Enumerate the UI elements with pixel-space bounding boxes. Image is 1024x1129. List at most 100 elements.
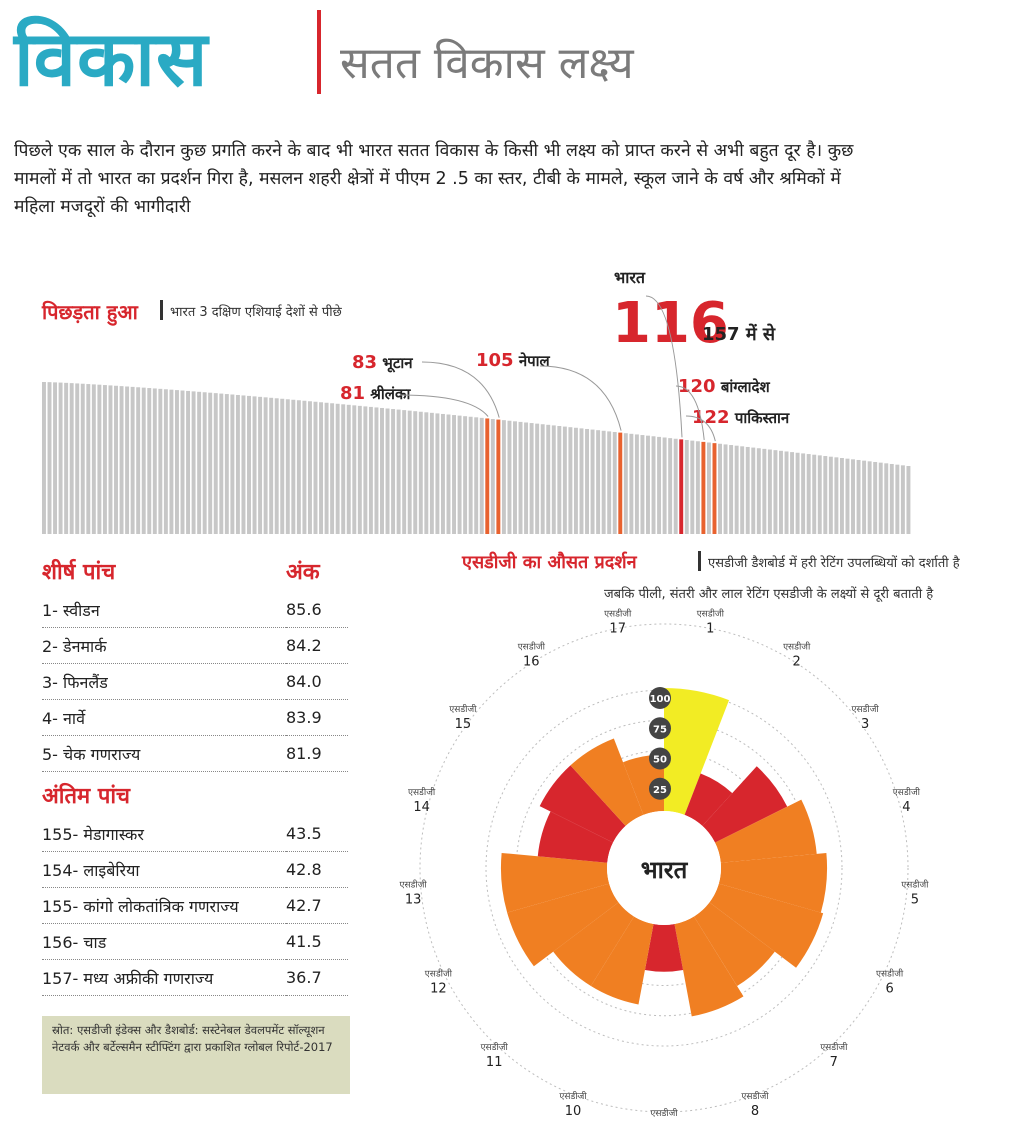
- sdg-title: एसडीजी का औसत प्रदर्शन: [462, 552, 637, 573]
- bar-rank-31: [208, 392, 213, 534]
- sdg-wedge-12: [507, 883, 619, 967]
- bar-rank-99: [585, 428, 589, 534]
- bar-rank-129: [751, 447, 756, 534]
- bar-rank-94: [557, 426, 562, 534]
- bar-rank-108: [634, 434, 639, 534]
- table-row: 155- मेडागास्कर 43.5: [42, 816, 348, 852]
- bar-rank-3: [53, 382, 58, 534]
- bar-rank-5: [64, 382, 69, 534]
- bar-rank-84: [501, 420, 506, 534]
- bar-rank-134: [779, 450, 783, 534]
- bar-rank-155: [895, 464, 900, 534]
- bar-rank-74: [446, 414, 451, 534]
- bar-rank-87: [518, 421, 523, 534]
- bar-rank-112: [657, 436, 662, 534]
- page-subtitle: सतत विकास लक्ष्य: [340, 38, 634, 89]
- guide-circle-4: [485, 689, 843, 1047]
- bar-rank-34: [224, 394, 229, 534]
- bar-rank-50: [313, 401, 318, 534]
- sdg-wedge-8: [674, 916, 744, 1017]
- sdg-wedge-13: [500, 852, 610, 913]
- bar-rank-20: [147, 388, 152, 534]
- bar-rank-77: [463, 416, 468, 534]
- sdg-note-line1: एसडीजी डैशबोर्ड में हरी रेटिंग उपलब्धियो…: [708, 556, 960, 571]
- bar-rank-100: [590, 429, 595, 534]
- table-row: 154- लाइबेरिया 42.8: [42, 851, 348, 888]
- bar-rank-78: [468, 416, 473, 534]
- bar-rank-67: [407, 410, 412, 534]
- bar-rank-106: [623, 433, 628, 534]
- bar-rank-29: [197, 391, 202, 534]
- callout-bhutan-name: भूटान: [382, 354, 413, 372]
- row-score: 41.5: [286, 923, 348, 960]
- scale-badge-50: [649, 747, 671, 770]
- sdg-goal-number-2: 2: [793, 655, 801, 670]
- bar-rank-146: [845, 458, 850, 534]
- bar-rank-96: [568, 427, 573, 534]
- bar-rank-151: [873, 461, 878, 534]
- scale-badge-25: [649, 777, 671, 800]
- bar-rank-148: [856, 459, 861, 534]
- bar-rank-32: [213, 393, 218, 534]
- sdg-title-separator: [698, 551, 701, 571]
- bar-rank-13: [108, 385, 113, 534]
- bar-rank-141: [817, 455, 822, 534]
- sdg-goal-prefix-9: एसडीजी: [650, 1107, 678, 1119]
- sdg-goal-prefix-5: एसडीजी: [901, 878, 929, 890]
- bar-rank-55: [341, 404, 346, 534]
- row-name: 2- डेनमार्क: [42, 627, 286, 664]
- sdg-goal-number-16: 16: [523, 655, 540, 670]
- bottom-five-table: अंतिम पांच 155- मेडागास्कर 43.5 154- लाइब…: [42, 780, 348, 996]
- bar-rank-109: [640, 435, 645, 534]
- bar-rank-23: [163, 389, 168, 534]
- bar-rank-52: [324, 402, 329, 534]
- sdg-wedge-6: [709, 883, 824, 968]
- callout-nepal-rank: 105: [476, 350, 514, 371]
- score-title: अंक: [286, 560, 320, 585]
- bar-rank-40: [258, 396, 263, 534]
- bar-rank-131: [762, 448, 767, 534]
- sdg-goal-prefix-6: एसडीजी: [876, 967, 904, 979]
- bar-rank-25: [174, 390, 179, 534]
- row-score: 84.2: [286, 627, 348, 664]
- row-name: 155- कांगो लोकतांत्रिक गणराज्य: [42, 887, 286, 924]
- row-score: 81.9: [286, 735, 348, 772]
- bar-rank-54: [335, 403, 340, 534]
- bar-rank-149: [862, 460, 867, 534]
- row-name: 156- चाड: [42, 923, 286, 960]
- bar-rank-97: [573, 427, 578, 534]
- sdg-goal-prefix-13: एसडीजी: [399, 878, 427, 890]
- sdg-goal-prefix-15: एसडीजी: [449, 703, 477, 715]
- bar-rank-144: [834, 457, 839, 534]
- bar-rank-42: [269, 397, 274, 534]
- row-score: 85.6: [286, 592, 348, 628]
- bar-rank-17: [130, 386, 135, 534]
- callout-nepal: 105 नेपाल: [476, 350, 550, 371]
- bar-rank-37: [241, 395, 246, 534]
- sdg-goal-prefix-8: एसडीजी: [741, 1090, 769, 1102]
- sdg-polar-chart: भारत100755025एसडीजी1एसडीजी2एसडीजी3एसडीजी…: [399, 607, 929, 1119]
- row-score: 43.5: [286, 816, 348, 852]
- bar-rank-79: [474, 417, 479, 534]
- sdg-wedge-5: [718, 852, 828, 913]
- sdg-wedge-16: [570, 738, 644, 826]
- bar-rank-7: [75, 383, 80, 534]
- bar-rank-110: [646, 435, 650, 534]
- bar-rank-82: [490, 419, 495, 534]
- top-five-title: शीर्ष पांच: [42, 560, 116, 585]
- bottom-five-title: अंतिम पांच: [42, 784, 131, 809]
- sdg-goal-prefix-16: एसडीजी: [518, 641, 546, 653]
- sdg-wedge-9: [644, 924, 684, 972]
- sdg-goal-number-4: 4: [902, 800, 910, 815]
- bar-rank-118: [690, 440, 695, 534]
- sdg-goal-number-15: 15: [455, 717, 472, 732]
- bar-rank-47: [296, 400, 301, 534]
- bar-rank-145: [839, 458, 844, 534]
- sdg-goal-number-3: 3: [861, 717, 869, 732]
- bar-rank-119: [695, 441, 700, 534]
- bar-rank-104: [612, 431, 617, 534]
- bar-rank-69: [418, 411, 423, 534]
- bar-rank-123: [718, 443, 722, 534]
- bar-rank-124: [723, 444, 728, 534]
- bar-rank-43: [274, 398, 279, 534]
